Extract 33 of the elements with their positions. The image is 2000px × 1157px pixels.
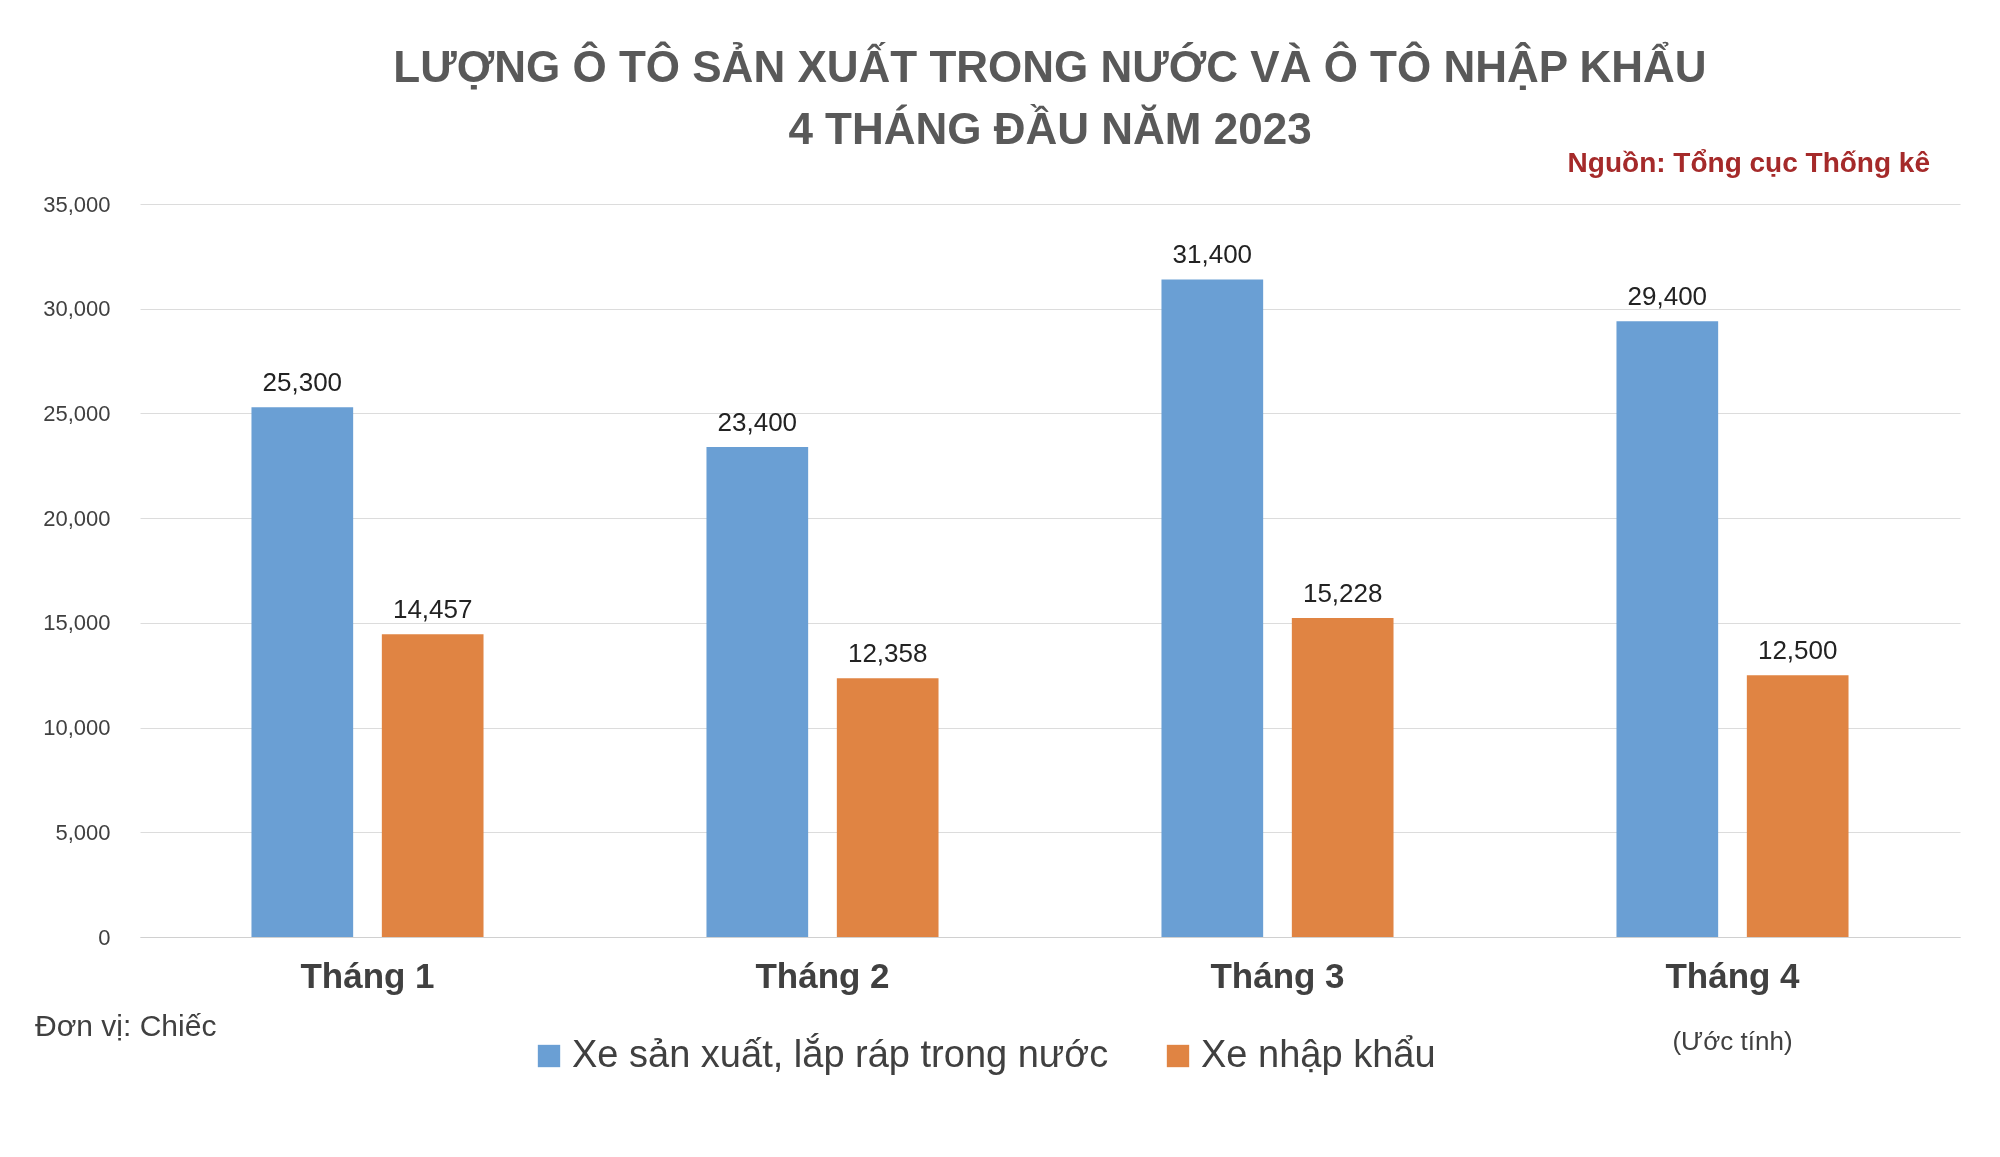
- y-tick-label: 25,000: [43, 400, 111, 426]
- text: Nguồn: Tổng cục Thống kê: [1567, 147, 1930, 178]
- text: Đơn vị: Chiếc: [35, 1009, 217, 1042]
- bar: [1161, 279, 1264, 937]
- legend-label: Xe nhập khẩu: [1201, 1033, 1436, 1075]
- bar: [381, 634, 484, 937]
- data-label: 12,358: [847, 638, 928, 669]
- y-tick-label: 10,000: [43, 715, 111, 741]
- x-tick-label: Tháng 4: [1665, 955, 1801, 995]
- bar: [706, 446, 809, 937]
- x-tick-label: Tháng 2: [755, 955, 890, 995]
- bar: [1291, 618, 1394, 937]
- y-tick-label: 35,000: [43, 191, 111, 217]
- bar: [1746, 675, 1849, 937]
- legend-label: Xe sản xuất, lắp ráp trong nước: [572, 1033, 1109, 1075]
- y-tick-label: 20,000: [43, 505, 111, 531]
- bar: [1616, 321, 1719, 937]
- data-label: 29,400: [1627, 281, 1708, 312]
- y-tick-label: 0: [98, 924, 111, 950]
- bar: [251, 407, 354, 937]
- data-label: 25,300: [262, 367, 343, 398]
- bar: [836, 678, 939, 937]
- data-label: 14,457: [392, 594, 473, 625]
- y-tick-label: 15,000: [43, 610, 111, 636]
- y-tick-label: 5,000: [55, 819, 111, 845]
- data-label: 31,400: [1172, 239, 1253, 270]
- x-tick-label: Tháng 1: [300, 955, 435, 995]
- data-label: 23,400: [717, 406, 798, 437]
- x-tick-label: Tháng 3: [1210, 955, 1345, 995]
- text: (Ước tính): [1672, 1026, 1793, 1056]
- data-label: 15,228: [1302, 578, 1383, 609]
- data-label: 12,500: [1757, 635, 1838, 666]
- y-tick-label: 30,000: [43, 296, 111, 322]
